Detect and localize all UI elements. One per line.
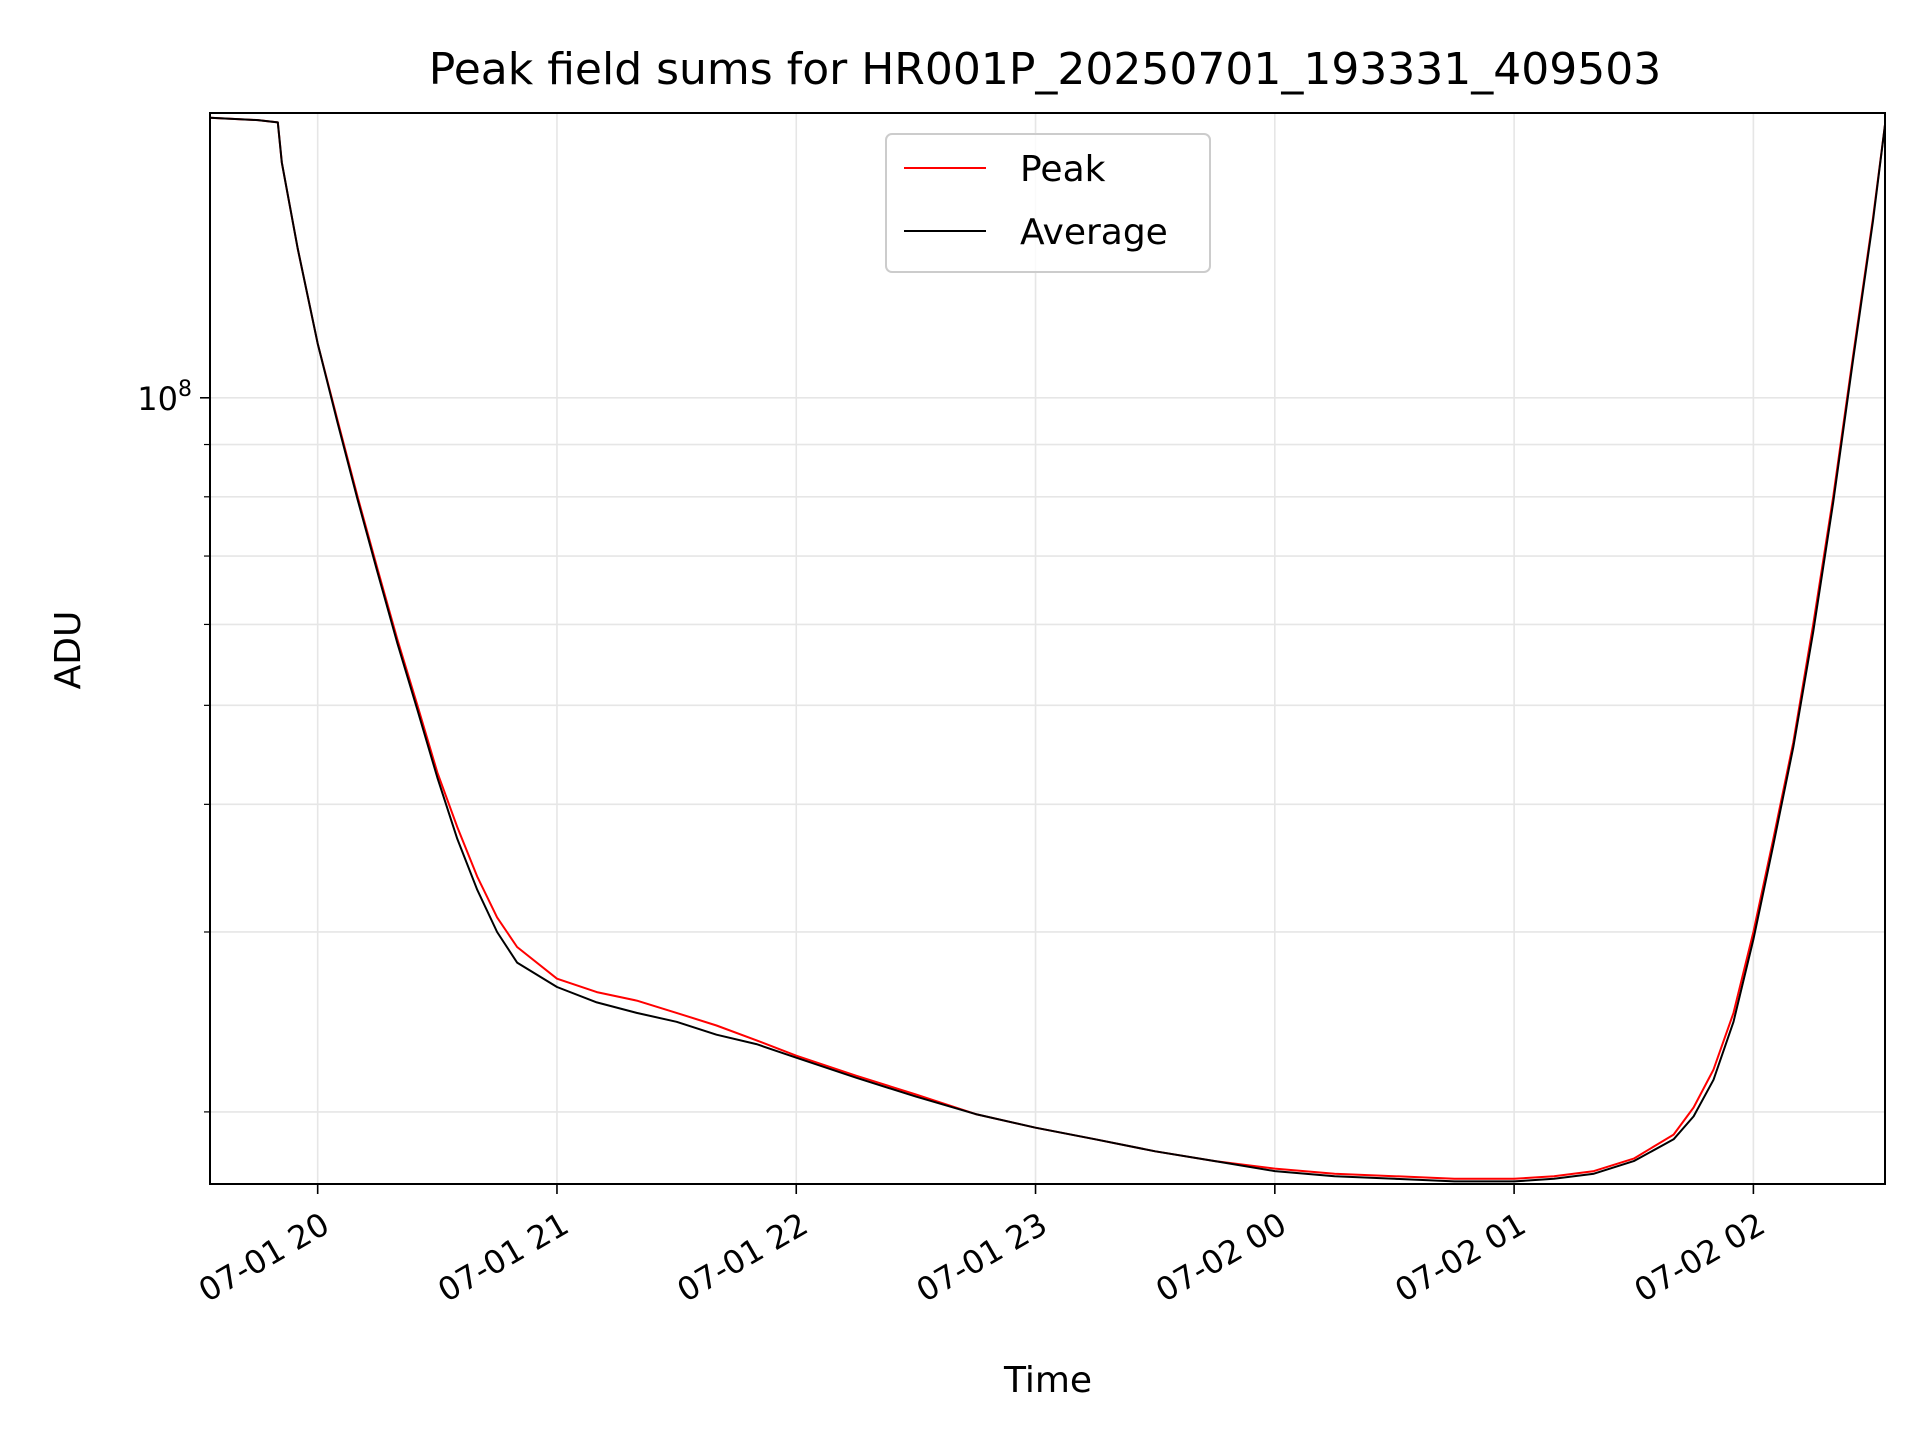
y-tick-label: 108	[137, 377, 192, 418]
x-axis-label: Time	[1003, 1360, 1092, 1401]
series-line-average	[209, 116, 1886, 1183]
legend: Peak Average	[885, 133, 1211, 273]
y-axis-label: ADU	[48, 611, 89, 690]
grid	[210, 113, 1885, 1184]
plot-frame	[209, 112, 1886, 1185]
series-layer	[209, 116, 1886, 1183]
legend-label-peak: Peak	[1020, 149, 1106, 190]
chart-title: Peak field sums for HR001P_20250701_1933…	[429, 44, 1662, 95]
y-axis: 108	[137, 377, 210, 1113]
legend-label-average: Average	[1020, 212, 1168, 253]
